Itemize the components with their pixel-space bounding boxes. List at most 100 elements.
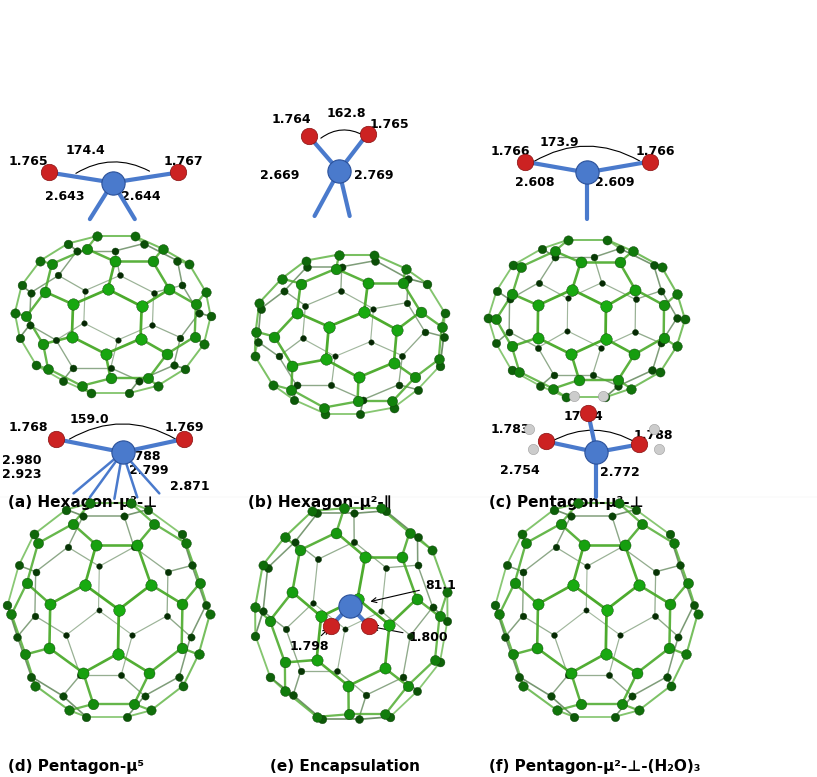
Point [109,245,122,257]
Point [29,610,42,622]
Point [302,130,315,142]
Point [42,166,56,179]
Point [127,541,141,553]
Point [204,310,217,322]
Point [329,263,342,275]
Point [20,577,33,590]
Text: 159.0: 159.0 [70,413,109,427]
Point [387,357,400,369]
Point [516,610,529,622]
Point [290,306,303,319]
Point [359,551,372,563]
Text: 174.4: 174.4 [564,409,604,423]
Point [647,259,660,271]
Point [264,671,277,684]
Point [614,629,627,641]
Point [678,313,691,326]
Point [671,312,684,324]
Point [560,391,573,403]
Point [65,330,78,343]
Point [275,273,288,285]
Point [404,629,417,642]
Point [142,372,155,385]
Point [523,423,536,435]
Point [599,391,612,403]
Point [188,330,201,343]
Point [672,630,685,643]
Point [90,538,103,551]
Point [319,354,333,366]
Point [573,374,586,386]
Point [199,599,212,611]
Point [544,690,557,702]
Point [66,298,79,311]
Point [664,679,677,692]
Point [531,332,544,344]
Point [43,598,56,610]
Point [192,648,205,660]
Point [691,608,704,621]
Point [411,531,424,543]
Point [23,319,36,331]
Point [632,704,645,716]
Point [114,270,127,282]
Point [361,127,374,140]
Point [171,255,184,267]
Text: 2.799: 2.799 [129,464,168,477]
Point [104,362,117,375]
Point [176,598,189,610]
Text: (e) Encapsulation: (e) Encapsulation [270,759,420,774]
Point [547,368,560,381]
Point [162,566,175,578]
Point [363,620,376,632]
Point [287,393,300,406]
Point [532,299,545,312]
Point [78,579,92,591]
Point [193,307,206,319]
Point [380,562,393,574]
Point [411,559,424,571]
Point [87,698,100,710]
Point [278,284,291,297]
Point [266,378,279,391]
Point [330,526,343,538]
Point [618,538,632,551]
Text: 1.798: 1.798 [290,629,329,653]
Point [279,622,292,635]
Point [379,708,392,720]
Point [70,245,83,257]
Point [561,669,574,681]
Point [506,287,519,300]
Point [612,380,625,392]
Point [663,642,676,654]
Point [418,326,431,338]
Point [279,685,292,697]
Point [670,340,683,353]
Point [37,338,50,350]
Point [392,378,405,391]
Point [252,296,266,308]
Point [28,528,41,541]
Point [148,517,161,530]
Point [505,340,518,353]
Point [49,433,62,445]
Point [596,390,609,402]
Point [90,230,103,242]
Point [396,277,409,289]
Text: 81.1: 81.1 [372,579,456,603]
Point [11,630,24,643]
Point [400,263,413,275]
Point [489,599,502,611]
Point [249,326,262,338]
Point [315,713,328,726]
Point [646,364,659,377]
Point [364,336,377,348]
Point [294,664,307,677]
Point [599,647,612,660]
Point [25,287,38,299]
Point [12,559,25,572]
Point [628,284,641,296]
Point [560,325,574,337]
Point [565,348,578,361]
Point [517,566,530,578]
